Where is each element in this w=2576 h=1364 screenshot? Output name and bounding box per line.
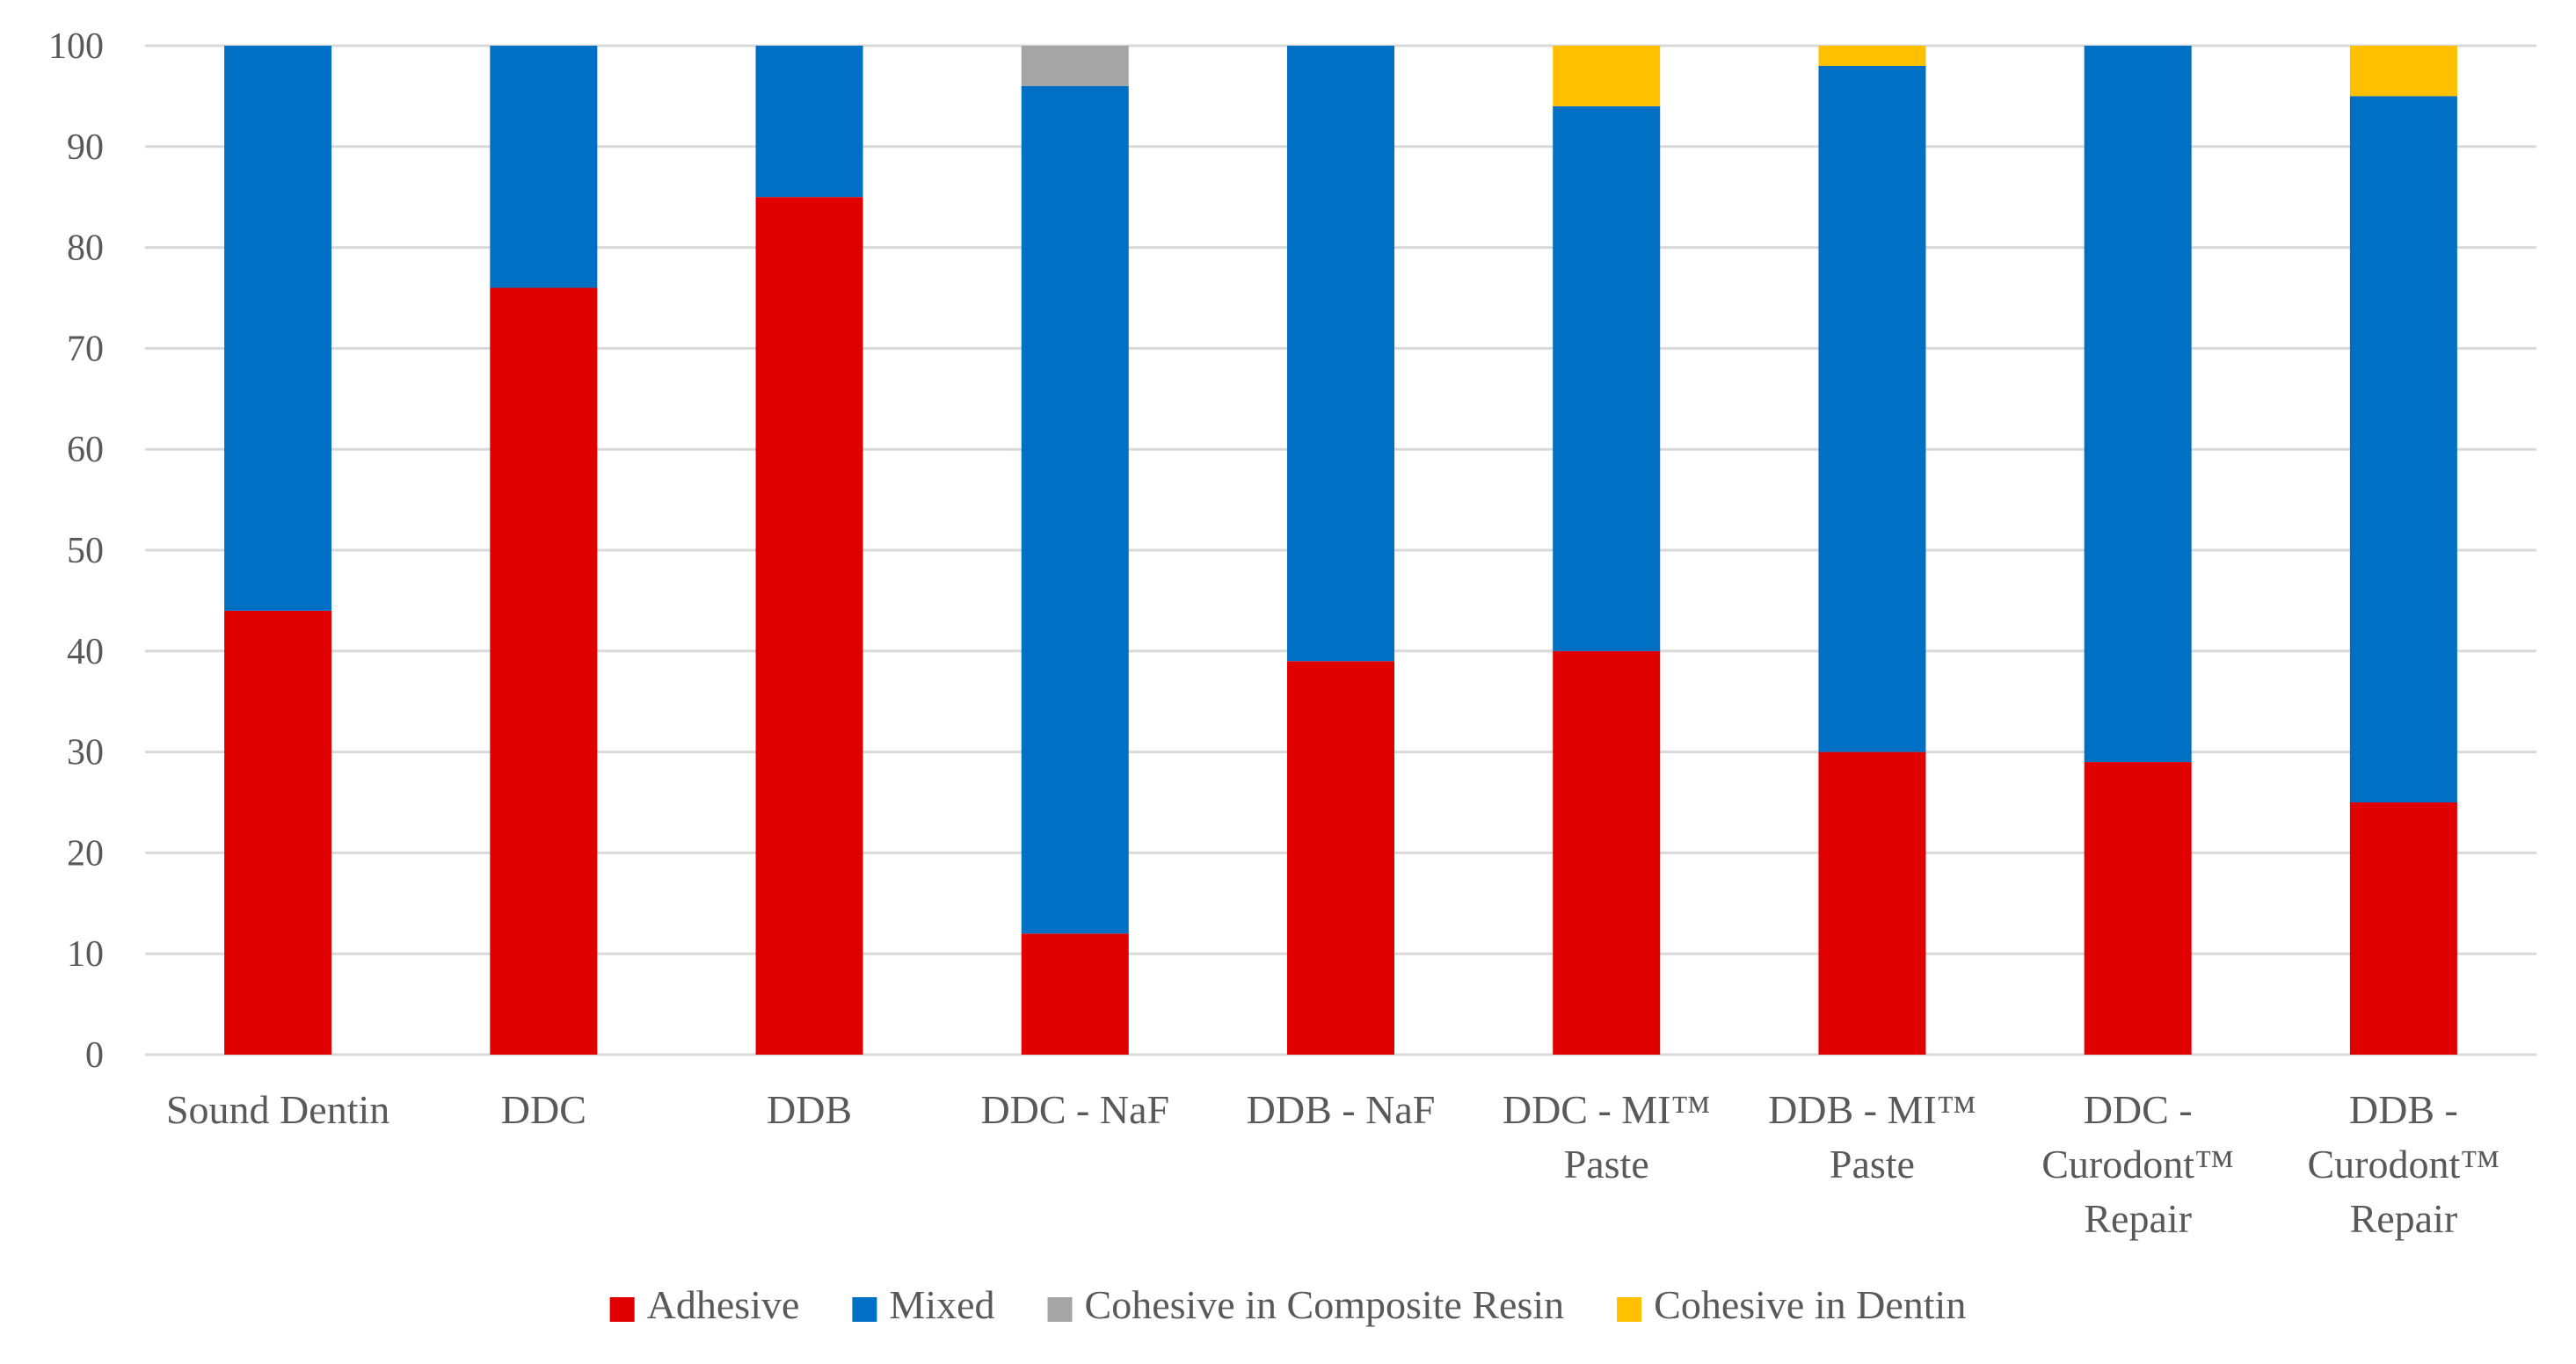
bar-segment-mixed [1553, 105, 1661, 651]
legend-label: Cohesive in Composite Resin [1085, 1282, 1565, 1327]
y-tick-label: 10 [67, 934, 104, 975]
bar-segment-adhesive [2084, 762, 2192, 1055]
y-tick-label: 50 [67, 531, 104, 571]
bar-segment-cohesive-in-dentin [2349, 46, 2457, 97]
bar-segment-mixed [224, 46, 332, 611]
y-tick-label: 60 [67, 430, 104, 470]
bar-segment-adhesive [1818, 751, 1926, 1055]
x-category-label: DDC - [2084, 1087, 2193, 1132]
y-tick-label: 80 [67, 229, 104, 269]
x-axis-category-labels: Sound Dentin DDC DDB DDC - NaF DDB - NaF DDC … [166, 1087, 2500, 1241]
x-category-label: Curodont™ [2041, 1142, 2234, 1186]
legend-item: Mixed [852, 1282, 995, 1327]
y-tick-label: 40 [67, 632, 104, 672]
bar-segment-mixed [490, 46, 598, 288]
x-category-label: Repair [2084, 1196, 2192, 1241]
bar-segment-adhesive [1553, 650, 1661, 1055]
x-category-label: Curodont™ [2307, 1142, 2500, 1186]
bar-segment-adhesive [224, 610, 332, 1055]
x-category-label: DDC [501, 1087, 586, 1132]
legend-swatch [1047, 1297, 1073, 1322]
bar-segment-adhesive [490, 287, 598, 1055]
y-tick-label: 20 [67, 833, 104, 874]
y-tick-label: 70 [67, 329, 104, 369]
x-category-label: DDB - NaF [1247, 1087, 1436, 1132]
bar-segment-adhesive [1021, 933, 1129, 1055]
legend-item: Cohesive in Dentin [1617, 1282, 1966, 1327]
x-category-label: DDC - MI™ [1503, 1087, 1711, 1132]
legend-swatch [609, 1297, 635, 1322]
legend-item: Adhesive [609, 1282, 800, 1327]
bar-segment-cohesive-in-dentin [1553, 46, 1661, 106]
bar-segment-mixed [1818, 65, 1926, 752]
x-category-label: Repair [2350, 1196, 2458, 1241]
bar-segment-cohesive-in-dentin [1818, 46, 1926, 66]
bar-segment-adhesive [2349, 802, 2457, 1055]
y-tick-label: 100 [48, 26, 104, 67]
bar-segment-adhesive [1287, 661, 1394, 1055]
x-category-label: DDC - NaF [980, 1087, 1169, 1132]
legend-item: Cohesive in Composite Resin [1047, 1282, 1565, 1327]
legend-label: Mixed [889, 1282, 994, 1327]
bar-segment-mixed [2084, 46, 2192, 763]
y-tick-label: 30 [67, 733, 104, 773]
legend-swatch [1617, 1297, 1642, 1322]
legend-swatch [852, 1297, 877, 1322]
legend-label: Cohesive in Dentin [1654, 1282, 1966, 1327]
y-tick-label: 90 [67, 127, 104, 168]
legend-label: Adhesive [647, 1282, 800, 1327]
y-tick-label: 0 [85, 1035, 104, 1076]
bar-segment-mixed [1287, 46, 1394, 662]
y-axis-tick-labels: 0 10 20 30 40 50 60 70 80 90 100 [48, 26, 104, 1076]
bar-segment-adhesive [755, 197, 863, 1055]
bar-segment-cohesive-in-composite-resin [1021, 46, 1129, 86]
bar-segment-mixed [2349, 96, 2457, 802]
bars [224, 46, 2457, 1055]
bar-segment-mixed [755, 46, 863, 198]
x-category-label: Paste [1564, 1142, 1649, 1186]
bar-segment-mixed [1021, 85, 1129, 934]
x-category-label: DDB - MI™ [1768, 1087, 1976, 1132]
x-category-label: Sound Dentin [166, 1087, 389, 1132]
x-category-label: Paste [1830, 1142, 1915, 1186]
legend: Adhesive Mixed Cohesive in Composite Resin… [609, 1282, 1966, 1327]
x-category-label: DDB [767, 1087, 852, 1132]
x-category-label: DDB - [2349, 1087, 2458, 1132]
